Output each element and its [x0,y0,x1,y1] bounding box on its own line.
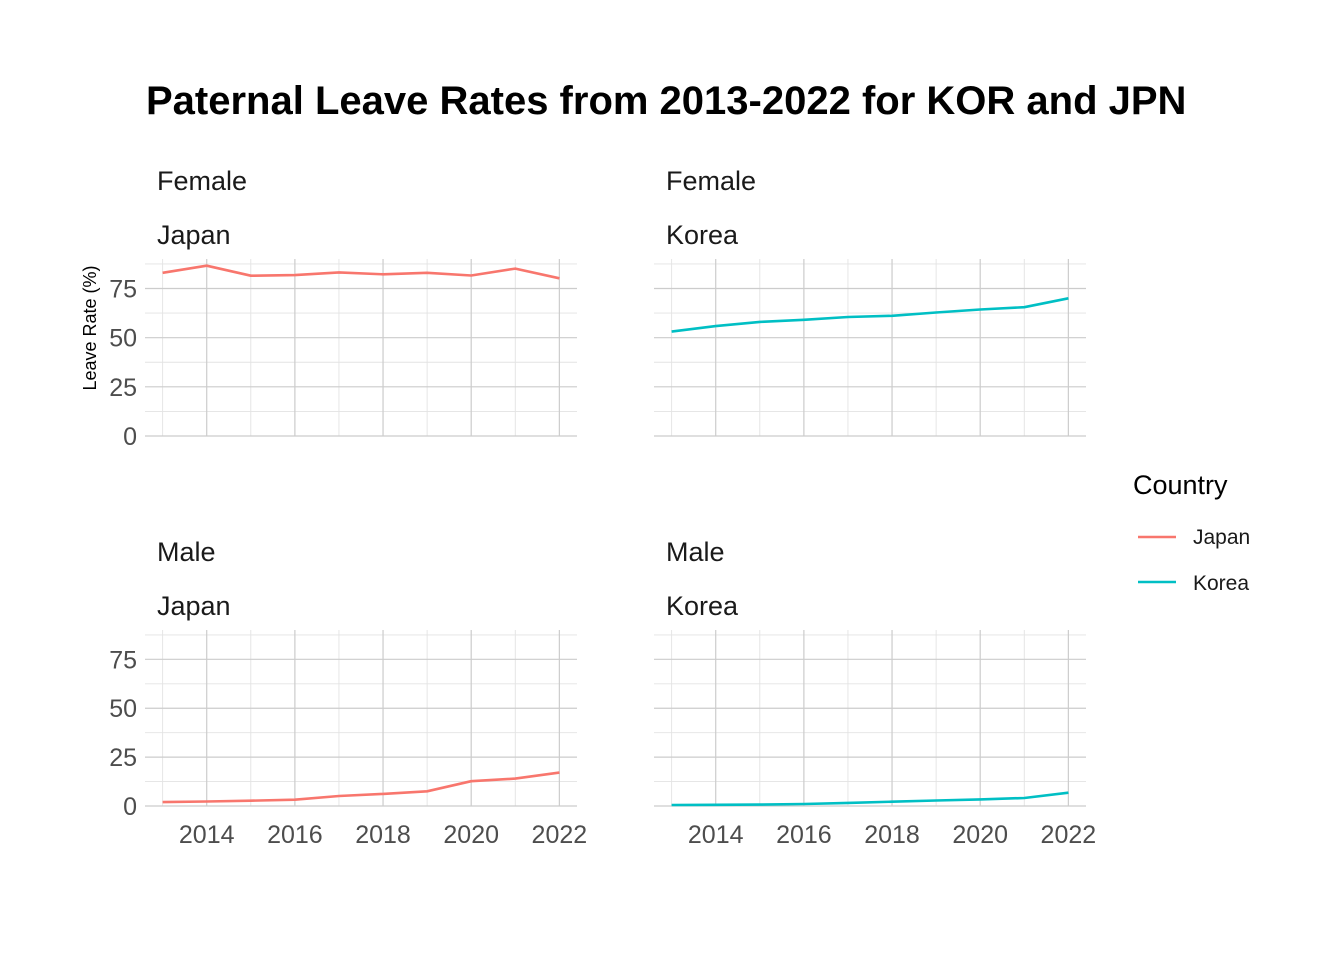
x-tick-label: 2018 [355,821,411,849]
x-tick-label: 2014 [688,821,744,849]
panel-strip-bottom: Korea [666,220,739,250]
series-line-korea [671,791,1069,807]
panel-1: Female Korea [654,166,1086,437]
x-tick-label: 2020 [443,821,499,849]
panel-3: Male Korea 2014 2016 2018 2020 2022 [654,537,1096,849]
x-tick-label: 2018 [864,821,920,849]
legend-label-korea: Korea [1193,572,1249,595]
legend-title: Country [1133,470,1228,500]
panel-strip-bottom: Korea [666,591,739,621]
panel-strip-top: Female [666,166,756,196]
x-tick-label: 2022 [532,821,588,849]
y-tick-label: 0 [123,423,137,451]
panels: Female Japan 0 25 50 75 Female Korea Male Japan 0 2… [109,166,1096,849]
x-tick-label: 2016 [776,821,832,849]
y-axis-label: Leave Rate (%) [80,265,100,390]
y-tick-label: 50 [109,695,137,723]
series-line-japan [162,771,560,804]
y-tick-label: 25 [109,374,137,402]
panel-strip-top: Male [666,537,725,567]
y-tick-label: 0 [123,793,137,821]
chart-title: Paternal Leave Rates from 2013-2022 for … [146,79,1186,123]
y-tick-label: 50 [109,325,137,353]
panel-strip-bottom: Japan [157,591,231,621]
panel-strip-bottom: Japan [157,220,231,250]
legend: Country Japan Korea [1133,470,1250,595]
panel-strip-top: Male [157,537,216,567]
x-tick-label: 2022 [1041,821,1097,849]
y-tick-label: 75 [109,276,137,304]
y-tick-label: 75 [109,646,137,674]
series-line-japan [162,264,560,280]
panel-0: Female Japan 0 25 50 75 [109,166,577,451]
x-tick-label: 2016 [267,821,323,849]
x-tick-label: 2014 [179,821,235,849]
series-line-korea [671,297,1069,333]
legend-label-japan: Japan [1193,526,1250,549]
panel-2: Male Japan 0 25 50 75 2014 2016 2018 2020 2022 [109,537,587,849]
panel-strip-top: Female [157,166,247,196]
y-tick-label: 25 [109,744,137,772]
x-tick-label: 2020 [952,821,1008,849]
